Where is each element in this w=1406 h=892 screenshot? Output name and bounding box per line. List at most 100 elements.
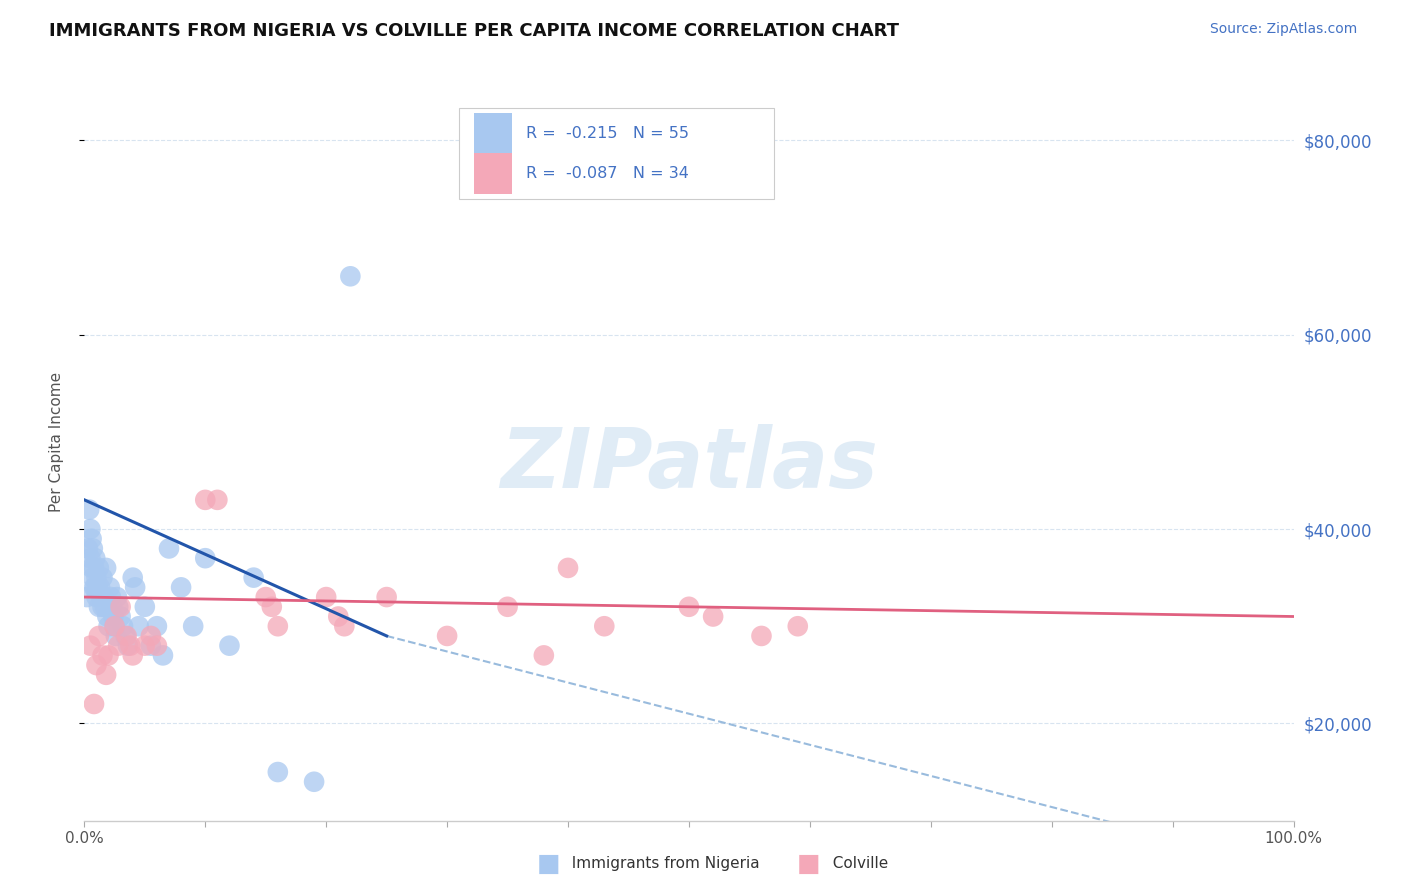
Point bbox=[77, 541, 100, 556]
Text: Colville: Colville bbox=[823, 856, 887, 871]
Point bbox=[557, 561, 579, 575]
Point bbox=[146, 619, 169, 633]
Point bbox=[89, 580, 111, 594]
Bar bbox=[474, 112, 512, 154]
Point bbox=[97, 619, 120, 633]
Point bbox=[87, 561, 110, 575]
Point bbox=[134, 639, 156, 653]
Point bbox=[157, 541, 180, 556]
Y-axis label: Per Capita Income: Per Capita Income bbox=[49, 371, 63, 512]
Point bbox=[146, 639, 169, 653]
Point bbox=[302, 774, 325, 789]
Point bbox=[117, 639, 139, 653]
Point bbox=[90, 590, 112, 604]
Point bbox=[110, 599, 132, 614]
Point bbox=[267, 765, 290, 780]
FancyBboxPatch shape bbox=[460, 108, 773, 199]
Point bbox=[94, 561, 117, 575]
Point bbox=[103, 609, 125, 624]
Point bbox=[315, 590, 337, 604]
Point bbox=[94, 599, 117, 614]
Point bbox=[496, 599, 519, 614]
Point bbox=[593, 619, 616, 633]
Point bbox=[702, 609, 724, 624]
Point bbox=[115, 629, 138, 643]
Point bbox=[97, 648, 120, 663]
Point bbox=[134, 599, 156, 614]
Text: R =  -0.215   N = 55: R = -0.215 N = 55 bbox=[526, 126, 689, 141]
Point bbox=[83, 561, 105, 575]
Point bbox=[104, 629, 127, 643]
Point bbox=[86, 571, 108, 585]
Text: ■: ■ bbox=[797, 852, 820, 875]
Point bbox=[112, 619, 135, 633]
Point bbox=[194, 551, 217, 566]
Point bbox=[678, 599, 700, 614]
Point bbox=[139, 639, 162, 653]
Point bbox=[120, 639, 142, 653]
Point bbox=[82, 541, 104, 556]
Point bbox=[80, 532, 103, 546]
Point bbox=[152, 648, 174, 663]
Point bbox=[91, 571, 114, 585]
Point bbox=[98, 580, 121, 594]
Point bbox=[139, 629, 162, 643]
Point bbox=[77, 502, 100, 516]
Point bbox=[91, 648, 114, 663]
Point bbox=[124, 580, 146, 594]
Point bbox=[194, 492, 217, 507]
Point bbox=[79, 522, 101, 536]
Point bbox=[87, 599, 110, 614]
Point bbox=[207, 492, 229, 507]
Point bbox=[91, 599, 114, 614]
Point bbox=[170, 580, 193, 594]
Point bbox=[333, 619, 356, 633]
Point bbox=[107, 639, 129, 653]
Point bbox=[104, 619, 127, 633]
Point bbox=[86, 590, 108, 604]
Point bbox=[80, 561, 103, 575]
Point bbox=[83, 697, 105, 711]
Point bbox=[786, 619, 808, 633]
Point bbox=[101, 599, 124, 614]
Point bbox=[105, 590, 128, 604]
Point bbox=[260, 599, 283, 614]
Point bbox=[328, 609, 350, 624]
Text: Source: ZipAtlas.com: Source: ZipAtlas.com bbox=[1209, 22, 1357, 37]
Text: ZIPatlas: ZIPatlas bbox=[501, 424, 877, 505]
Point bbox=[86, 658, 108, 673]
Point bbox=[104, 619, 127, 633]
Point bbox=[87, 629, 110, 643]
Point bbox=[110, 609, 132, 624]
Point bbox=[121, 571, 143, 585]
Point bbox=[84, 551, 107, 566]
Point bbox=[82, 571, 104, 585]
Point bbox=[76, 590, 98, 604]
Point bbox=[107, 599, 129, 614]
Point bbox=[93, 590, 115, 604]
Point bbox=[86, 580, 108, 594]
Point bbox=[339, 269, 361, 284]
Point bbox=[218, 639, 240, 653]
Point bbox=[83, 580, 105, 594]
Point bbox=[254, 590, 277, 604]
Point bbox=[436, 629, 458, 643]
Text: ■: ■ bbox=[537, 852, 560, 875]
Point bbox=[121, 648, 143, 663]
Point bbox=[375, 590, 398, 604]
Point bbox=[114, 629, 136, 643]
Text: R =  -0.087   N = 34: R = -0.087 N = 34 bbox=[526, 166, 689, 181]
Point bbox=[94, 668, 117, 682]
Point bbox=[267, 619, 290, 633]
Point bbox=[79, 551, 101, 566]
Text: Immigrants from Nigeria: Immigrants from Nigeria bbox=[562, 856, 761, 871]
Point bbox=[79, 639, 101, 653]
Point bbox=[533, 648, 555, 663]
Text: IMMIGRANTS FROM NIGERIA VS COLVILLE PER CAPITA INCOME CORRELATION CHART: IMMIGRANTS FROM NIGERIA VS COLVILLE PER … bbox=[49, 22, 900, 40]
Point bbox=[751, 629, 773, 643]
Point bbox=[96, 609, 118, 624]
Point bbox=[128, 619, 150, 633]
Point bbox=[84, 580, 107, 594]
Point bbox=[100, 590, 122, 604]
Point bbox=[181, 619, 204, 633]
